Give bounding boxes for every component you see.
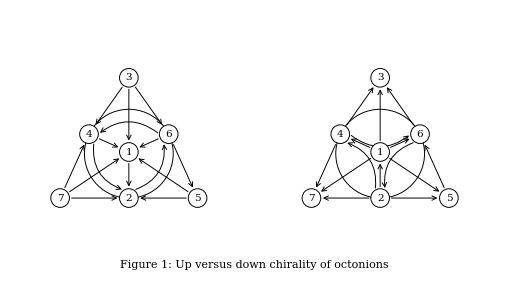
Circle shape <box>159 125 178 143</box>
Text: 1: 1 <box>377 148 383 157</box>
Text: 6: 6 <box>165 130 172 139</box>
Circle shape <box>411 125 429 143</box>
Circle shape <box>331 125 350 143</box>
Circle shape <box>302 189 321 207</box>
Text: 4: 4 <box>86 130 92 139</box>
Circle shape <box>120 143 138 161</box>
Circle shape <box>51 189 69 207</box>
Circle shape <box>371 143 389 161</box>
Circle shape <box>371 189 389 207</box>
Text: 4: 4 <box>337 130 344 139</box>
Text: 5: 5 <box>445 194 452 203</box>
Circle shape <box>440 189 458 207</box>
Text: 7: 7 <box>308 194 315 203</box>
Text: 2: 2 <box>377 194 383 203</box>
Text: 7: 7 <box>57 194 64 203</box>
Text: 3: 3 <box>126 73 132 82</box>
Text: 1: 1 <box>126 148 132 157</box>
Circle shape <box>80 125 98 143</box>
Circle shape <box>188 189 207 207</box>
Text: 3: 3 <box>377 73 383 82</box>
Text: 6: 6 <box>417 130 423 139</box>
Text: Figure 1: Up versus down chirality of octonions: Figure 1: Up versus down chirality of oc… <box>120 260 389 270</box>
Circle shape <box>371 68 389 87</box>
Circle shape <box>120 68 138 87</box>
Text: 2: 2 <box>126 194 132 203</box>
Circle shape <box>120 189 138 207</box>
Text: 5: 5 <box>194 194 201 203</box>
